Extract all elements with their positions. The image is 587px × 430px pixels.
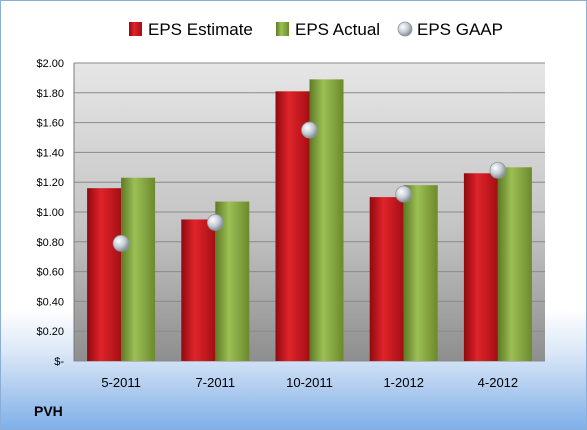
point-eps-gaap [112,234,130,252]
company-label: PVH [34,403,63,419]
legend-label: EPS Estimate [148,20,253,39]
x-tick-label: 5-2011 [101,375,141,390]
x-tick-label: 4-2012 [478,375,518,390]
bar-eps-actual [309,79,344,361]
y-axis: $- $0.20 $0.40 $0.60 $0.80 $1.00 $1.20 $1.40 $1.… [36,58,75,368]
bar-eps-actual [121,177,156,361]
x-tick-label: 10-2011 [286,375,333,390]
y-tick-label: $1.00 [36,207,64,219]
legend: EPS Estimate EPS Actual EPS GAAP [129,20,503,39]
point-eps-gaap [301,121,318,139]
x-tick-label: 7-2011 [196,375,236,390]
y-tick-label: $1.40 [36,147,64,159]
legend-marker-eps-gaap [397,21,413,37]
bar-eps-estimate [275,91,310,361]
y-tick-label: $2.00 [36,58,64,70]
y-tick-label: $0.80 [36,237,64,249]
gaap-points [112,121,507,252]
point-eps-gaap [395,185,413,203]
bar-eps-estimate [463,173,498,361]
bar-eps-estimate [369,197,404,361]
bar-eps-estimate [87,188,122,361]
y-tick-label: $1.20 [36,177,64,189]
bar-eps-actual [497,167,532,361]
y-tick-label: $- [54,356,64,368]
y-tick-label: $0.40 [36,296,64,308]
legend-label: EPS Actual [295,20,380,39]
point-eps-gaap [489,161,507,179]
legend-marker-eps-estimate [129,22,142,36]
y-tick-label: $1.80 [36,88,64,100]
bar-eps-estimate [181,219,216,361]
bar-eps-actual [403,185,438,361]
y-tick-label: $1.60 [36,118,64,130]
x-tick-label: 1-2012 [383,375,423,390]
x-axis: 5-2011 7-2011 10-2011 1-2012 4-2012 [101,375,518,390]
point-eps-gaap [206,214,224,231]
y-tick-label: $0.60 [36,267,64,279]
legend-marker-eps-actual [276,22,289,36]
legend-label: EPS GAAP [417,20,503,39]
y-tick-label: $0.20 [36,326,64,338]
